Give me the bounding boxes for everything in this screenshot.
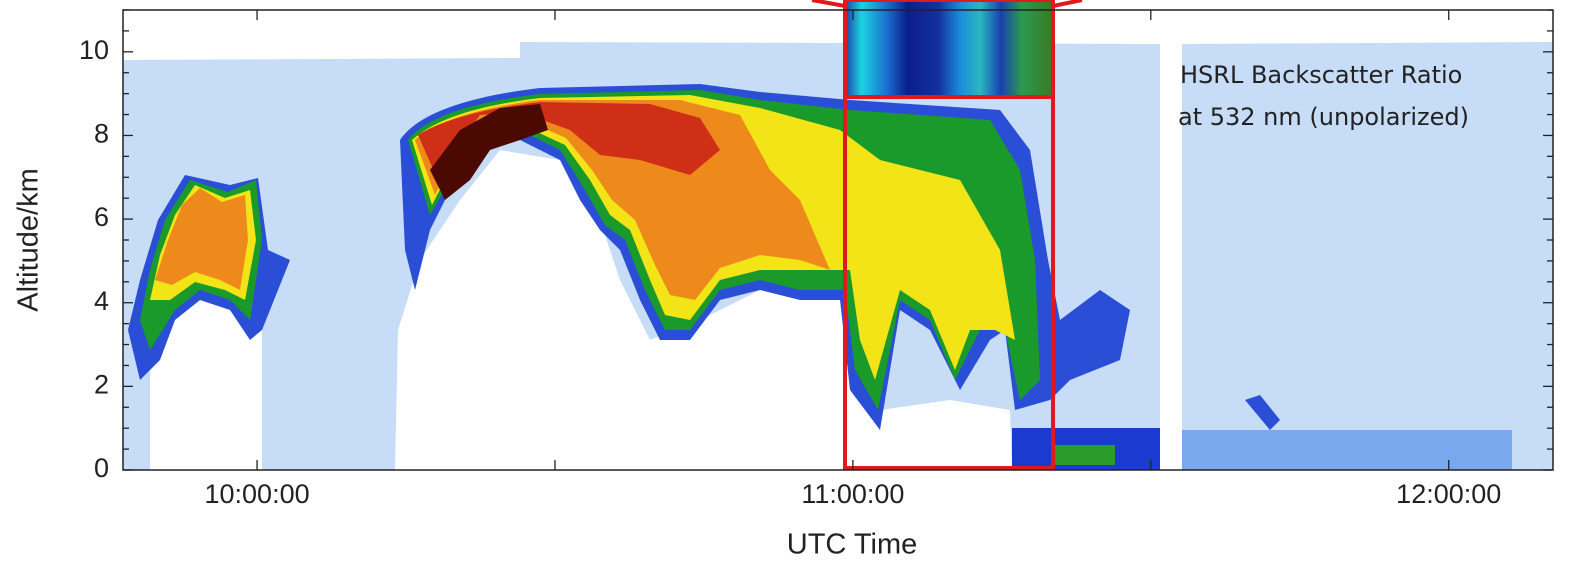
cloud-base (1055, 445, 1115, 465)
x-axis-label: UTC Time (787, 529, 918, 561)
selection-frame (843, 95, 1055, 470)
annotation: at 532 nm (unpolarized) (1178, 103, 1469, 131)
x-tick-label: 10:00:00 (205, 479, 310, 509)
background-layer (1182, 42, 1553, 470)
annotation: HSRL Backscatter Ratio (1180, 61, 1462, 89)
callout-line (1052, 0, 1083, 8)
cloud-blue (1245, 395, 1280, 430)
y-tick-label: 4 (94, 286, 109, 316)
inset-image (845, 0, 1053, 97)
highlight-box (811, 0, 1083, 470)
cloud-orange (415, 100, 830, 300)
y-tick-label: 6 (94, 202, 109, 232)
cloud-red (418, 102, 720, 180)
cloud-dark (430, 104, 548, 200)
y-tick-label: 2 (94, 369, 109, 399)
y-tick-label: 8 (94, 119, 109, 149)
callout-line (811, 0, 846, 8)
y-tick-label: 0 (94, 453, 109, 483)
x-tick-label: 12:00:00 (1396, 479, 1501, 509)
cloud-orange (155, 188, 248, 290)
y-tick-label: 10 (79, 35, 109, 65)
x-tick-label: 11:00:00 (801, 479, 904, 509)
curtain-image (123, 0, 1553, 470)
cloud-base (1182, 430, 1512, 470)
y-axis-label: Altitude/km (13, 168, 45, 311)
gap (1162, 40, 1182, 470)
